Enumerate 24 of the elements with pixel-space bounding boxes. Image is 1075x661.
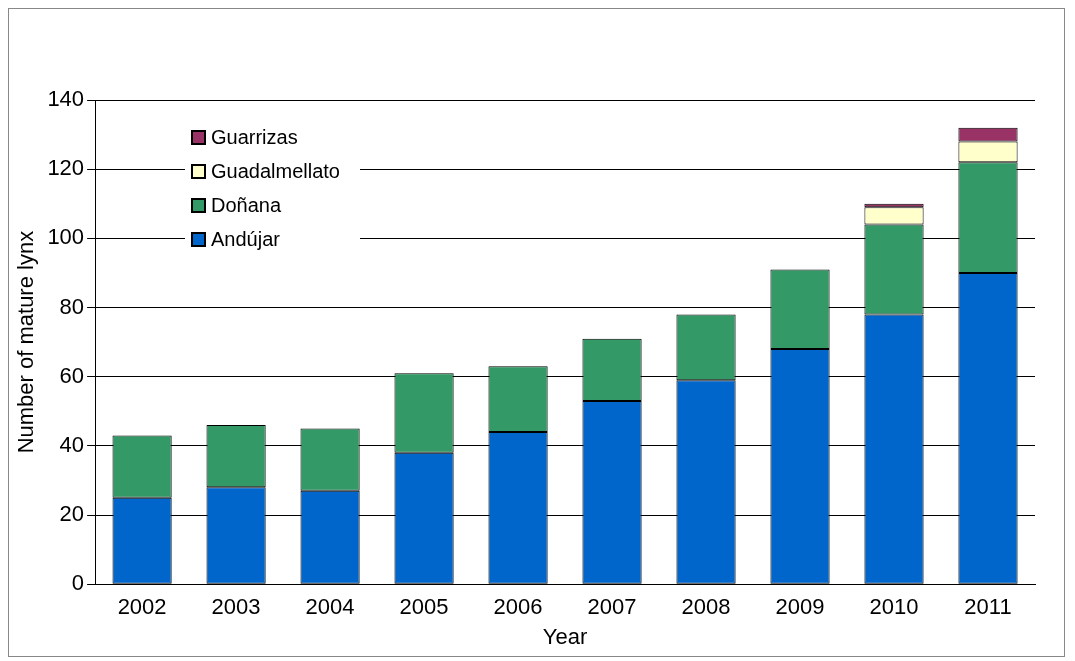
x-tick-label: 2005: [399, 594, 449, 620]
x-tick-label: 2009: [775, 594, 825, 620]
y-tick-label: 60: [59, 362, 85, 388]
legend-label: Guarrizas: [211, 125, 298, 149]
y-tick-label: 120: [47, 155, 85, 181]
y-tick-label: 140: [47, 86, 85, 112]
x-tick-label: 2003: [211, 594, 261, 620]
x-axis-title: Year: [542, 623, 588, 649]
y-tick-label: 0: [71, 570, 85, 596]
y-axis-title: Number of mature lynx: [13, 230, 39, 454]
y-tick-label: 20: [59, 501, 85, 527]
x-tick-label: 2004: [305, 594, 355, 620]
x-tick-label: 2007: [587, 594, 637, 620]
y-tick-label: 40: [59, 431, 85, 457]
legend-label: Guadalmellato: [211, 159, 340, 183]
x-tick-label: 2008: [681, 594, 731, 620]
legend-label: Andújar: [211, 227, 280, 251]
legend-label: Doñana: [211, 193, 282, 217]
y-tick-label: 100: [47, 224, 85, 250]
x-tick-label: 2011: [964, 594, 1012, 620]
y-tick-label: 80: [59, 293, 85, 319]
x-tick-label: 2010: [869, 594, 919, 620]
x-tick-label: 2006: [493, 594, 543, 620]
x-tick-label: 2002: [117, 594, 167, 620]
